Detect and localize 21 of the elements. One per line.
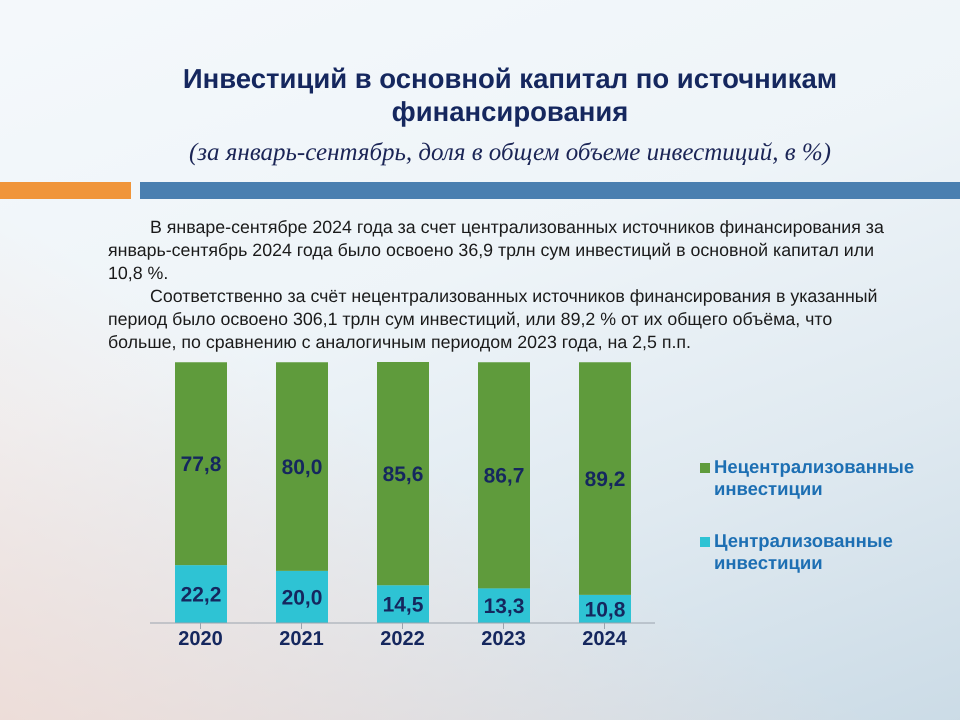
data-label: 14,5 [382,593,424,616]
text: В январе-сентябре 2024 года за счет централизованных источников финансирования за январь-сентябрь 2024 года было освоено 36,9 трлн сум инвестиций в основной капитал или 10,8 %. [108,216,885,285]
data-label: 10,8 [584,598,626,622]
data-label: 80,0 [282,456,322,479]
text: Соответственно за счёт нецентрализованных источников финансирования в указанный период было освоено 306,1 трлн сум инвестиций, или 89,2 % от их общего объёма, что больше, по сравнению с аналогичным периодом 2023 года, на 2,5 п.п. [108,285,878,354]
x-tick-label: 2024 [582,628,628,650]
chart-subtitle: (за январь-сентябрь, доля в общем объеме инвестиций, в %) [188,139,832,167]
data-label: 86,7 [484,464,524,488]
legend-label: Централизованные инвестиции [714,530,894,574]
x-tick-label: 2020 [178,628,223,650]
chart-title: Инвестиций в основной капитал по источникам финансирования [182,62,838,128]
data-label: 20,0 [282,586,322,610]
x-tick-label: 2023 [481,628,526,650]
x-tick-label: 2022 [380,628,425,650]
legend-label: Нецентрализованные инвестиции [714,456,916,500]
data-label: 89,2 [584,468,626,491]
x-tick-label: 2021 [279,628,324,650]
data-label: 22,2 [180,583,222,606]
data-label: 77,8 [180,453,222,476]
data-label: 85,6 [382,462,424,486]
data-label: 13,3 [484,595,524,618]
